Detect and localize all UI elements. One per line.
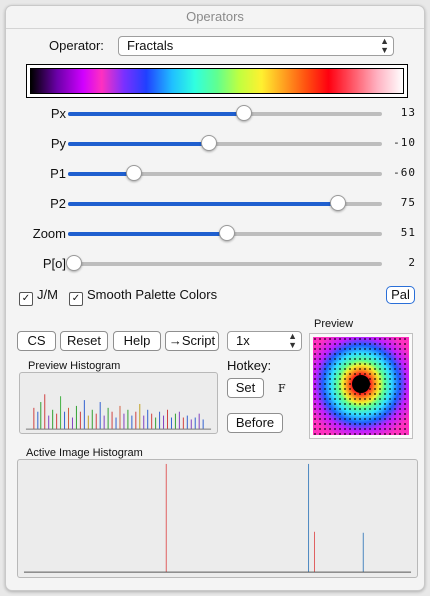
slider-value: -10 (393, 136, 416, 149)
slider-value: -60 (393, 166, 416, 179)
hotkey-key: F (278, 382, 286, 395)
pal-button[interactable]: Pal (386, 286, 415, 304)
slider-fill (68, 172, 134, 176)
slider-row-2: P1 -60 (6, 164, 424, 184)
smooth-palette-checkbox[interactable]: ✓ (69, 292, 83, 306)
zoom-select-arrows-icon: ▲ ▼ (288, 331, 297, 350)
jm-option[interactable]: ✓ J/M (19, 287, 58, 306)
jm-checkbox[interactable]: ✓ (19, 292, 33, 306)
cs-button[interactable]: CS (17, 331, 56, 351)
jm-label: J/M (37, 287, 58, 302)
palette-bar[interactable] (26, 64, 408, 98)
slider-label: Px (50, 106, 66, 121)
slider-label: P[o] (42, 256, 66, 271)
select-arrows-icon: ▲ ▼ (380, 36, 389, 55)
operator-label: Operator: (49, 38, 104, 53)
slider-label: P2 (50, 196, 66, 211)
slider-thumb[interactable] (330, 195, 347, 211)
slider-value: 75 (400, 196, 416, 209)
slider-thumb[interactable] (235, 105, 252, 121)
slider-thumb[interactable] (125, 165, 142, 181)
preview-image (309, 333, 413, 439)
preview-histogram (19, 372, 218, 434)
zoom-select[interactable]: 1x ▲ ▼ (227, 331, 302, 351)
zoom-select-value: 1x (236, 333, 250, 348)
smooth-palette-label: Smooth Palette Colors (87, 287, 218, 302)
operators-panel: Operators Operator: Fractals ▲ ▼ ✓ J/M ✓ Sm… (5, 5, 425, 591)
hotkey-label: Hotkey: (227, 358, 272, 373)
slider-track[interactable] (68, 165, 382, 181)
active-image-histogram (17, 459, 418, 578)
slider-thumb[interactable] (218, 225, 235, 241)
smooth-palette-option[interactable]: ✓ Smooth Palette Colors (69, 287, 217, 306)
slider-track[interactable] (66, 255, 382, 271)
slider-row-1: Py -10 (6, 134, 424, 154)
window-title: Operators (6, 6, 424, 29)
help-button[interactable]: Help (113, 331, 161, 351)
slider-track[interactable] (68, 105, 382, 121)
active-histogram-bars (23, 463, 412, 573)
slider-row-0: Px 13 (6, 104, 424, 124)
active-histogram-label: Active Image Histogram (24, 447, 145, 459)
preview-histogram-label: Preview Histogram (26, 360, 123, 372)
to-script-button[interactable]: →Script (165, 331, 219, 351)
slider-track[interactable] (68, 135, 382, 151)
before-button[interactable]: Before (227, 413, 283, 433)
slider-fill (68, 142, 210, 146)
slider-value: 51 (400, 226, 416, 239)
slider-label: Zoom (32, 226, 66, 241)
slider-row-5: P[o] 2 (6, 254, 424, 274)
slider-track[interactable] (68, 195, 382, 211)
slider-row-3: P2 75 (6, 194, 424, 214)
slider-thumb[interactable] (66, 255, 83, 271)
reset-button[interactable]: Reset (60, 331, 108, 351)
slider-value: 2 (408, 256, 416, 269)
preview-label: Preview (314, 318, 354, 330)
preview-histogram-bars (25, 394, 212, 430)
slider-track[interactable] (68, 225, 382, 241)
slider-fill (68, 232, 227, 236)
fractal-preview-graphic (313, 337, 409, 435)
slider-label: Py (50, 136, 66, 151)
palette-gradient (30, 68, 404, 94)
slider-row-4: Zoom 51 (6, 224, 424, 244)
slider-value: 13 (400, 106, 416, 119)
operator-select[interactable]: Fractals ▲ ▼ (118, 36, 394, 56)
slider-thumb[interactable] (201, 135, 218, 151)
set-hotkey-button[interactable]: Set (227, 378, 264, 398)
slider-label: P1 (50, 166, 66, 181)
slider-fill (68, 202, 339, 206)
slider-fill (68, 112, 244, 116)
operator-value: Fractals (127, 38, 174, 53)
